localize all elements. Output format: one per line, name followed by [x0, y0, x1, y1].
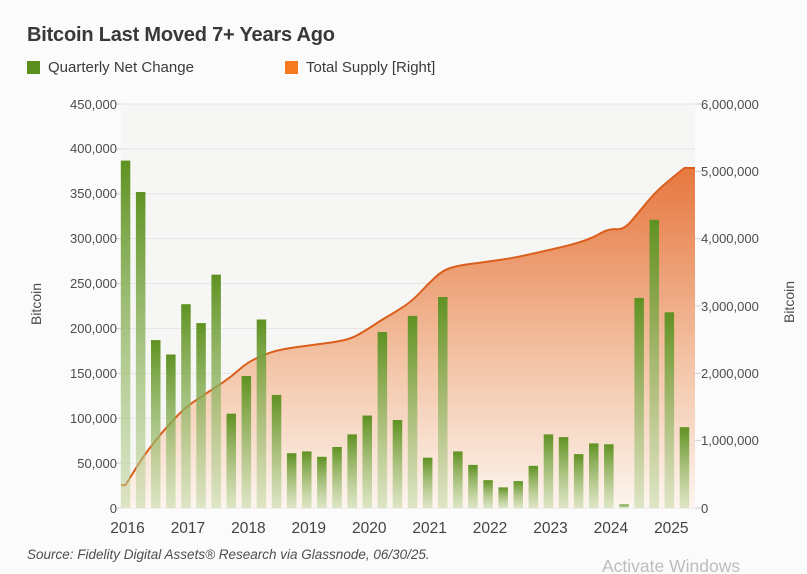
bar-2016Q4	[166, 354, 176, 508]
x-axis-label-2018: 2018	[231, 520, 266, 537]
x-axis-label-2021: 2021	[412, 520, 447, 537]
bar-2018Q1	[241, 376, 252, 508]
left-tick-label: 400,000	[70, 141, 117, 157]
bar-2018Q3	[271, 394, 282, 508]
bar-2024Q4	[649, 219, 659, 509]
bar-2025Q1	[664, 312, 675, 508]
bar-2025Q2	[679, 427, 690, 508]
bar-2021Q2	[438, 297, 448, 508]
left-tick-label: 200,000	[70, 320, 117, 336]
bar-2023Q1	[543, 434, 554, 508]
x-axis-label-2020: 2020	[351, 520, 387, 537]
bar-2020Q1	[362, 415, 372, 508]
bar-2024Q2	[619, 504, 629, 508]
bar-2021Q4	[468, 464, 478, 508]
left-tick-label: 350,000	[70, 186, 117, 202]
bar-2019Q1	[302, 451, 312, 508]
bar-2022Q4	[528, 465, 539, 508]
bar-2017Q3	[211, 274, 221, 508]
bar-2020Q4	[407, 315, 418, 508]
bar-2023Q3	[573, 454, 584, 508]
bar-2022Q3	[513, 481, 523, 508]
legend-swatch-green-icon	[27, 61, 40, 74]
x-axis-label-2023: 2023	[533, 520, 568, 537]
chart-title: Bitcoin Last Moved 7+ Years Ago	[27, 24, 335, 46]
legend: Quarterly Net Change Total Supply [Right…	[0, 59, 807, 77]
left-tick-label: 300,000	[70, 231, 117, 247]
right-tick-label: 5,000,000	[701, 163, 759, 179]
bar-2016Q2	[135, 192, 146, 508]
bar-2018Q4	[286, 453, 297, 508]
legend-label: Quarterly Net Change	[48, 59, 194, 76]
right-tick-label: 2,000,000	[701, 365, 759, 381]
bar-2023Q2	[558, 437, 569, 508]
x-axis-label-2019: 2019	[291, 520, 327, 537]
bar-2021Q3	[453, 451, 463, 508]
activate-windows-watermark: Activate Windows	[602, 556, 741, 574]
right-tick-label: 6,000,000	[701, 96, 759, 112]
bar-2016Q3	[151, 340, 161, 508]
bar-2016Q1	[120, 160, 131, 508]
bar-2020Q3	[392, 420, 403, 508]
source-note: Source: Fidelity Digital Assets® Researc…	[27, 547, 430, 562]
bar-2018Q2	[256, 319, 267, 508]
total-supply-line	[121, 167, 695, 487]
legend-item-quarterly-net-change: Quarterly Net Change	[27, 59, 194, 76]
right-tick-label: 3,000,000	[701, 298, 759, 314]
left-tick-label: 0	[109, 500, 117, 516]
bar-2017Q2	[196, 323, 206, 508]
bar-2017Q4	[226, 413, 236, 508]
bar-2022Q2	[498, 487, 508, 508]
x-axis-label-2016: 2016	[110, 520, 145, 537]
left-tick-label: 50,000	[77, 455, 117, 471]
right-tick-label: 0	[701, 500, 709, 516]
legend-swatch-orange-icon	[285, 61, 298, 74]
bar-2019Q3	[332, 447, 342, 508]
left-tick-label: 150,000	[70, 365, 117, 381]
x-axis-label-2024: 2024	[593, 520, 629, 537]
x-axis-label-2025: 2025	[654, 520, 689, 537]
right-tick-label: 1,000,000	[701, 433, 759, 449]
bar-2017Q1	[181, 304, 191, 508]
left-tick-label: 450,000	[70, 96, 117, 112]
bar-2019Q2	[317, 456, 327, 508]
right-tick-label: 4,000,000	[701, 231, 759, 247]
bar-2024Q1	[604, 444, 614, 508]
left-tick-label: 100,000	[70, 410, 117, 426]
bar-2019Q4	[347, 434, 357, 508]
bar-2024Q3	[634, 297, 644, 508]
bar-2023Q4	[589, 443, 599, 508]
x-axis-label-2022: 2022	[472, 520, 508, 537]
bar-2020Q2	[377, 332, 388, 508]
bar-2021Q1	[422, 457, 433, 508]
x-axis-label-2017: 2017	[170, 520, 206, 537]
legend-item-total-supply: Total Supply [Right]	[285, 59, 435, 76]
left-tick-label: 250,000	[70, 276, 117, 292]
bar-2022Q1	[483, 480, 493, 508]
legend-label: Total Supply [Right]	[306, 59, 436, 76]
